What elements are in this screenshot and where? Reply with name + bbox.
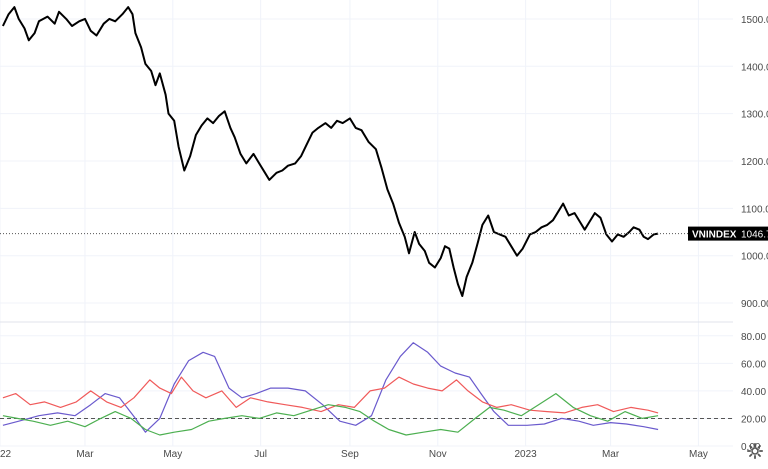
price-y-tick-label: 1300.00 — [741, 110, 768, 121]
x-tick-label: Mar — [76, 449, 94, 460]
price-y-tick-label: 900.00 — [741, 299, 768, 310]
price-y-tick-label: 1400.00 — [741, 62, 768, 73]
price-y-tick-label: 1500.00 — [741, 15, 768, 26]
x-tick-label: Sep — [341, 449, 359, 460]
last-value-price: 1046.7 — [741, 230, 768, 241]
x-tick-label: Mar — [602, 449, 620, 460]
indicator-y-tick-label: 80.00 — [741, 332, 766, 343]
price-pane[interactable] — [0, 6, 688, 297]
indicator-series-adx[interactable] — [2, 342, 659, 433]
indicator-series-di-minus[interactable] — [2, 376, 659, 414]
last-value-label-bg — [688, 226, 768, 241]
x-tick-label: May — [689, 449, 708, 460]
price-series-line[interactable] — [1, 6, 659, 297]
last-value-series-name: VNINDEX — [692, 230, 737, 241]
price-y-tick-label: 1000.00 — [741, 252, 768, 263]
indicator-pane[interactable] — [0, 342, 733, 436]
indicator-series-di-plus[interactable] — [2, 393, 659, 436]
indicator-y-tick-label: 40.00 — [741, 387, 766, 398]
price-y-tick-label: 1100.00 — [741, 204, 768, 215]
gear-icon[interactable] — [746, 442, 764, 460]
indicator-y-tick-label: 20.00 — [741, 414, 766, 425]
x-tick-label: Jul — [254, 449, 267, 460]
x-tick-label: May — [163, 449, 182, 460]
price-y-tick-label: 1200.00 — [741, 157, 768, 168]
x-tick-label: Nov — [429, 449, 447, 460]
indicator-y-tick-label: 60.00 — [741, 359, 766, 370]
x-tick-label: 2023 — [515, 449, 538, 460]
x-tick-label: 2022 — [0, 449, 12, 460]
last-value-label: VNINDEX 1046.7 — [688, 226, 768, 241]
